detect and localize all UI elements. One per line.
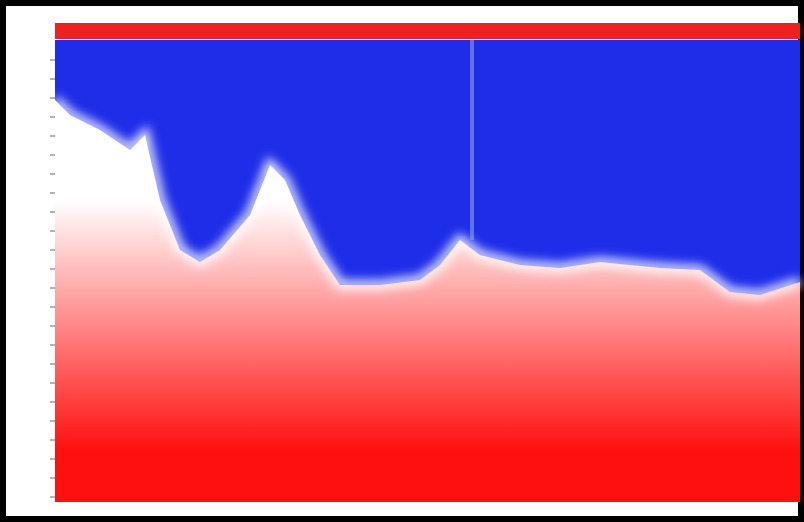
header-band	[55, 23, 800, 39]
screenshot	[0, 0, 804, 522]
